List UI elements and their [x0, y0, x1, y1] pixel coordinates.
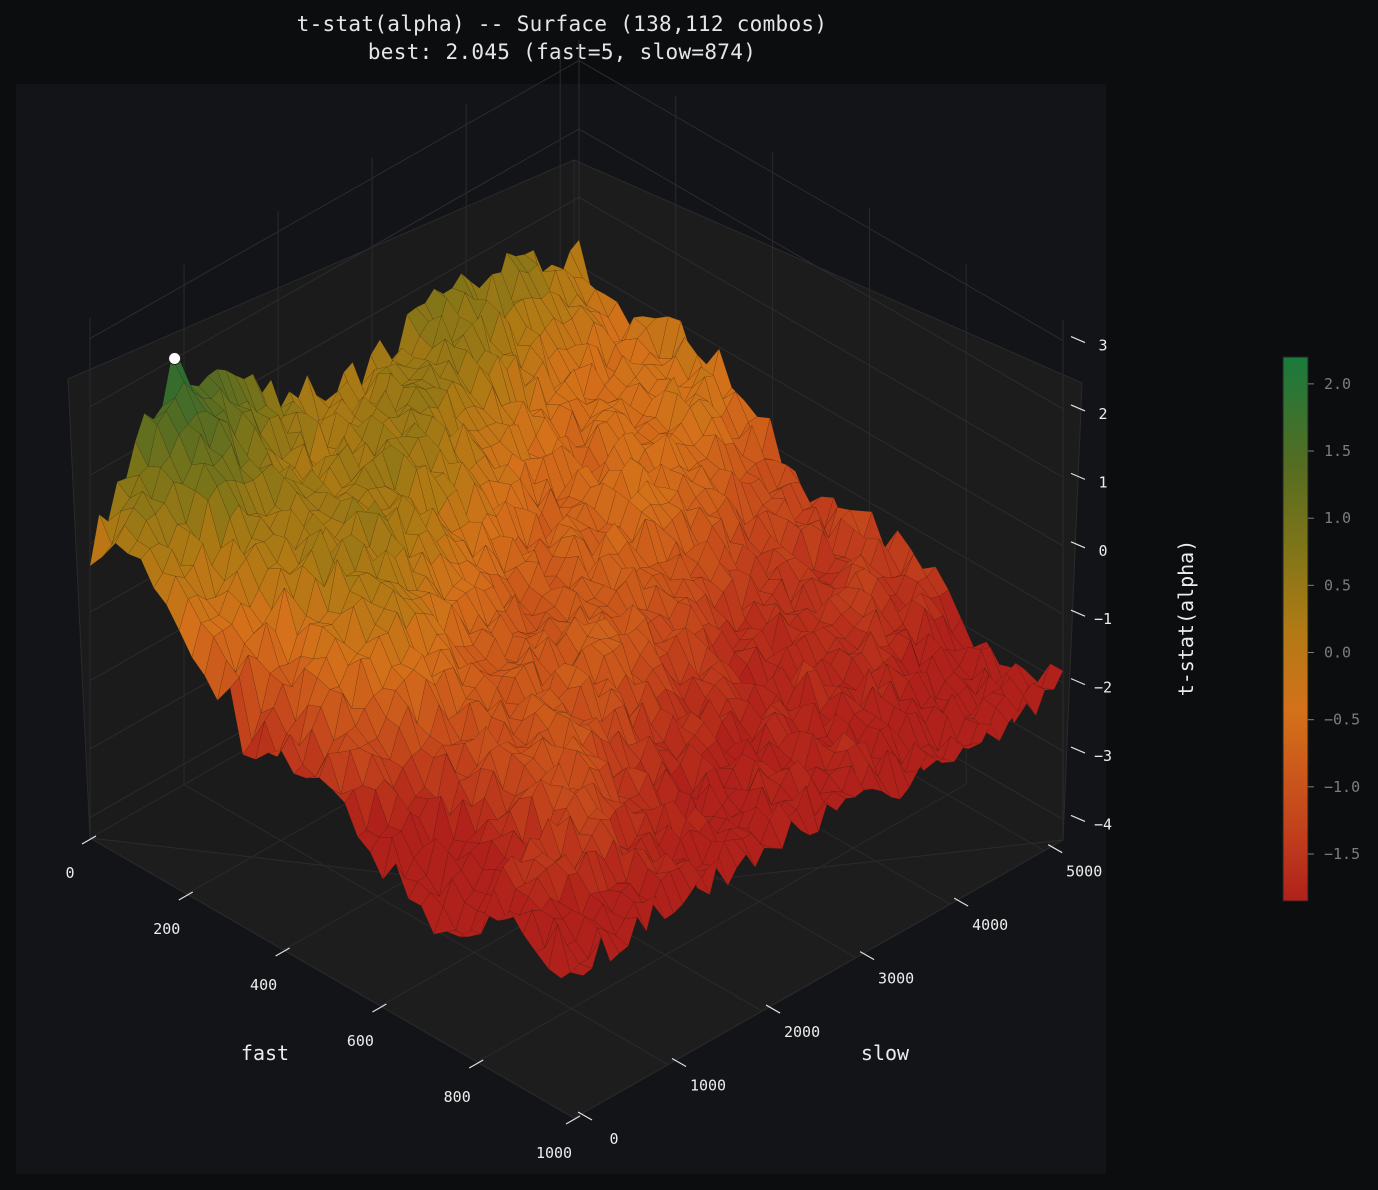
- fast-tick-label: 800: [444, 1088, 471, 1106]
- colorbar-tick-label: −1.0: [1324, 778, 1360, 796]
- best-point-marker: [168, 352, 182, 366]
- slow-tick: [859, 951, 875, 961]
- slow-tick-label: 3000: [878, 970, 914, 988]
- slow-axis-ticks: 0 1000 2000 3000 4000 5000: [577, 844, 1102, 1148]
- tstat-tick: [1070, 335, 1086, 344]
- colorbar-tick-label: 0.0: [1324, 644, 1351, 662]
- fast-grid-line: [476, 264, 967, 1063]
- surface-cell: [597, 927, 620, 963]
- fast-tick: [81, 835, 97, 845]
- fast-tick: [565, 1115, 581, 1125]
- chart-subtitle: best: 2.045 (fast=5, slow=874): [367, 40, 757, 64]
- colorbar-tick-label: 1.0: [1324, 509, 1351, 527]
- surface-cell: [995, 695, 1018, 723]
- fast-tick: [178, 891, 194, 901]
- tstat-tick: [1070, 746, 1086, 754]
- slow-tick: [765, 1004, 781, 1014]
- fast-tick-label: 0: [65, 864, 74, 882]
- tstat-tick-label: −4: [1094, 815, 1112, 833]
- tstat-tick-label: −1: [1094, 610, 1112, 628]
- tstat-axis-label: t-stat(alpha): [1174, 540, 1198, 697]
- tstat-tick: [1070, 404, 1086, 412]
- surface-cell: [941, 735, 964, 764]
- fast-tick-label: 600: [347, 1032, 374, 1050]
- colorbar: [1282, 356, 1309, 902]
- tstat-tick-label: −2: [1094, 679, 1112, 697]
- tstat-tick: [1070, 814, 1086, 823]
- best-point: [168, 352, 182, 366]
- surface-cell: [1013, 695, 1036, 724]
- colorbar-tick-label: 1.5: [1324, 442, 1351, 460]
- surface-cell: [869, 764, 892, 798]
- fast-tick: [468, 1059, 484, 1069]
- tstat-tick-label: 2: [1098, 405, 1107, 423]
- slow-tick-label: 0: [609, 1130, 618, 1148]
- surface-cell: [769, 801, 792, 850]
- slow-tick: [953, 897, 969, 907]
- colorbar-tick-label: −1.5: [1324, 845, 1360, 863]
- surface-mesh: [89, 239, 1064, 979]
- fast-grid-line: [573, 320, 1064, 1119]
- slow-grid-line: [89, 318, 575, 1119]
- tstat-tick: [1070, 541, 1086, 549]
- slow-tick-label: 5000: [1066, 863, 1102, 881]
- fast-axis-ticks: 0 200 400 600 800 1000: [65, 835, 581, 1162]
- tstat-tick-label: 0: [1098, 542, 1107, 560]
- surface-cell: [823, 791, 846, 812]
- colorbar-tick-label: −0.5: [1324, 711, 1360, 729]
- slow-tick: [577, 1111, 593, 1121]
- chart-title: t-stat(alpha) -- Surface (138,112 combos…: [296, 12, 828, 36]
- colorbar-ticks: −1.5 −1.0 −0.5 0.0 0.5 1.0 1.5 2.0: [1308, 375, 1360, 863]
- fast-tick-label: 1000: [536, 1144, 572, 1162]
- fast-axis-label: fast: [241, 1041, 289, 1065]
- fast-tick-label: 400: [250, 976, 277, 994]
- surface-cell: [814, 801, 837, 816]
- tstat-tick: [1070, 472, 1086, 480]
- colorbar-tick-label: 2.0: [1324, 375, 1351, 393]
- tstat-tick-label: −3: [1094, 747, 1112, 765]
- surface-cell: [588, 927, 611, 962]
- fast-tick-label: 200: [153, 920, 180, 938]
- slow-tick-label: 2000: [784, 1023, 820, 1041]
- tstat-tick-label: 1: [1098, 473, 1107, 491]
- slow-tick: [1047, 844, 1063, 854]
- tstat-tick: [1070, 609, 1086, 617]
- fast-tick: [275, 947, 290, 957]
- slow-tick-label: 1000: [690, 1077, 726, 1095]
- surface-cell: [678, 859, 702, 892]
- tstat-tick-label: 3: [1098, 337, 1107, 355]
- surface-cell: [561, 968, 584, 979]
- surface-cell: [724, 839, 747, 868]
- fast-tick: [372, 1003, 387, 1013]
- tstat-tick: [1070, 678, 1086, 686]
- tstat-axis-ticks: −4 −3 −2 −1 0 1 2 3: [1070, 335, 1112, 833]
- slow-tick: [671, 1058, 687, 1068]
- slow-axis-label: slow: [861, 1041, 910, 1065]
- slow-tick-label: 4000: [972, 916, 1008, 934]
- colorbar-tick-label: 0.5: [1324, 576, 1351, 594]
